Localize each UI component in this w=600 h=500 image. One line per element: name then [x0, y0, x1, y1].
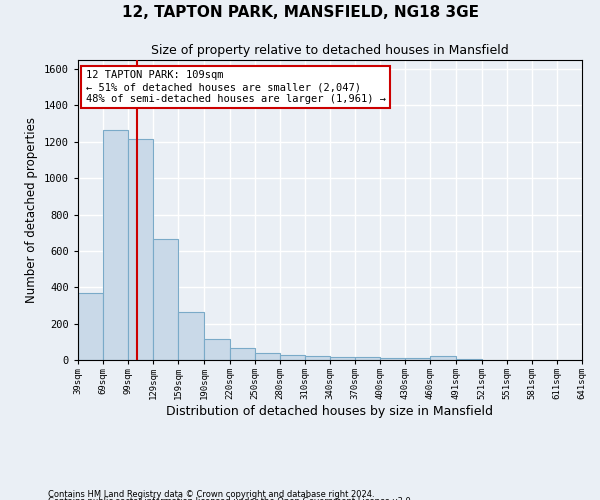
Bar: [178, 312, 205, 360]
Bar: [330, 356, 355, 360]
Text: Contains public sector information licensed under the Open Government Licence v3: Contains public sector information licen…: [48, 497, 413, 500]
Bar: [103, 130, 128, 360]
Text: Contains HM Land Registry data © Crown copyright and database right 2024.: Contains HM Land Registry data © Crown c…: [48, 490, 374, 499]
Text: 12 TAPTON PARK: 109sqm
← 51% of detached houses are smaller (2,047)
48% of semi-: 12 TAPTON PARK: 109sqm ← 51% of detached…: [86, 70, 386, 104]
Bar: [205, 339, 230, 360]
Bar: [380, 358, 406, 360]
Bar: [128, 139, 154, 360]
Bar: [457, 359, 482, 360]
Bar: [355, 358, 380, 360]
Bar: [154, 239, 178, 360]
Bar: [280, 356, 305, 360]
Text: 12, TAPTON PARK, MANSFIELD, NG18 3GE: 12, TAPTON PARK, MANSFIELD, NG18 3GE: [121, 5, 479, 20]
Bar: [305, 356, 330, 360]
Bar: [78, 292, 103, 360]
Bar: [406, 358, 430, 360]
Bar: [254, 352, 280, 360]
X-axis label: Distribution of detached houses by size in Mansfield: Distribution of detached houses by size …: [167, 405, 493, 418]
Y-axis label: Number of detached properties: Number of detached properties: [25, 117, 38, 303]
Bar: [230, 348, 254, 360]
Title: Size of property relative to detached houses in Mansfield: Size of property relative to detached ho…: [151, 44, 509, 58]
Bar: [430, 356, 457, 360]
